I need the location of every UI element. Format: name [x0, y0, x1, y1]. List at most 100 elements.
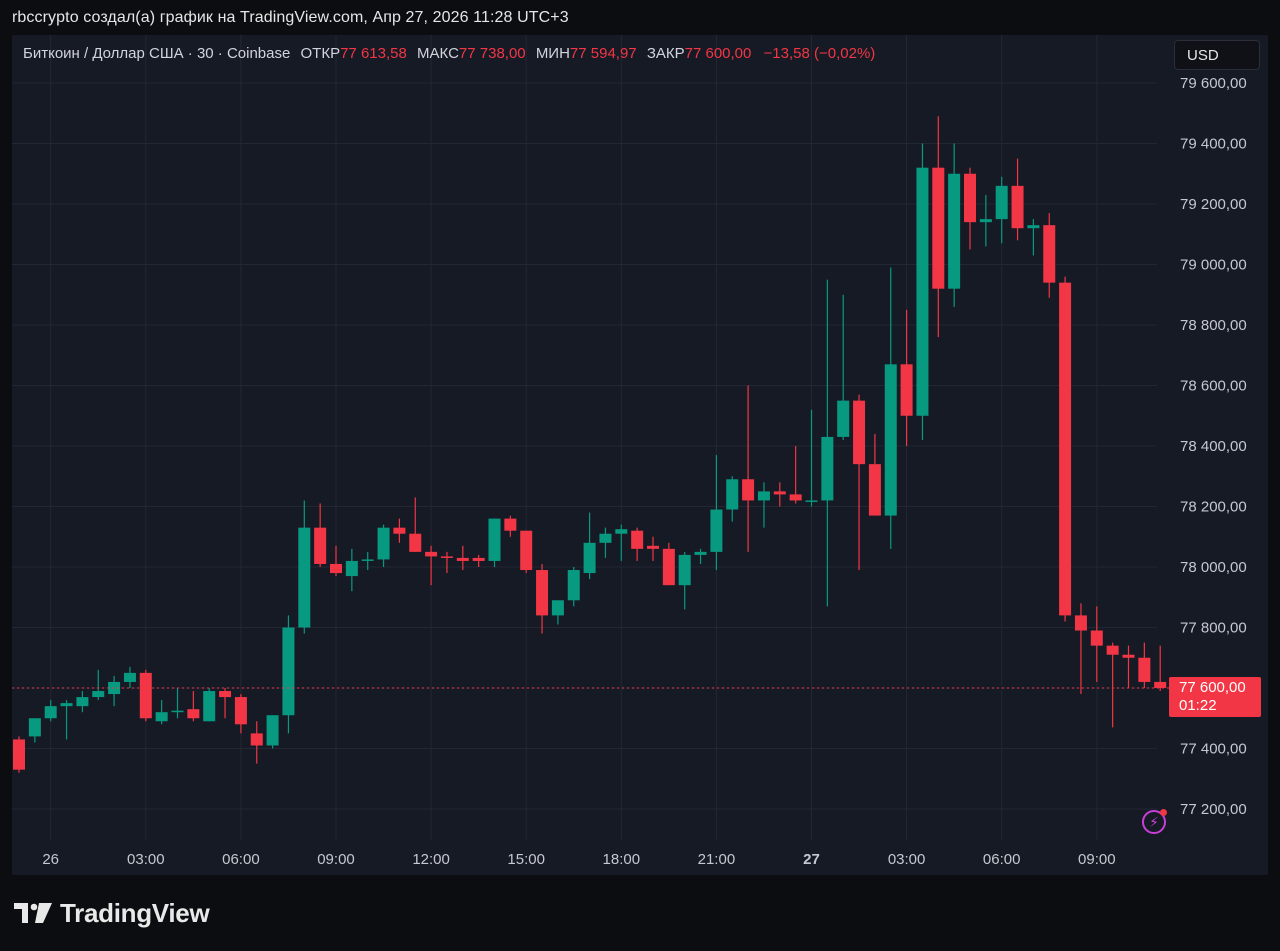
- candle-body: [742, 479, 755, 501]
- candle-body: [694, 551, 707, 555]
- x-tick-label: 06:00: [983, 851, 1021, 868]
- x-tick-label: 03:00: [888, 851, 926, 868]
- lightning-alert-icon[interactable]: ⚡: [1142, 809, 1167, 834]
- candlestick-chart[interactable]: 77 200,00 77 400,00 77 600,00 77 800,00 78 0…: [12, 35, 1268, 875]
- chart-caption: rbccrypto создал(а) график на TradingVie…: [12, 9, 569, 26]
- candle-body: [456, 557, 469, 561]
- x-tick-label: 26: [42, 851, 59, 868]
- candle-body: [1154, 681, 1167, 688]
- candle-body: [440, 556, 453, 558]
- notification-dot: [1160, 809, 1167, 816]
- high-value: 77 738,00: [458, 45, 526, 62]
- candle-body: [773, 491, 786, 495]
- candle-body: [615, 529, 628, 534]
- ohlc-legend: Биткоин / Доллар США · 30 · Coinbase ОТК…: [23, 45, 875, 62]
- candle-body: [551, 600, 564, 616]
- candle-body: [92, 691, 105, 698]
- candle-body: [155, 712, 168, 722]
- high-label: МАКС: [417, 45, 459, 62]
- y-tick-label: 78 400,00: [1180, 438, 1247, 455]
- candle-body: [520, 530, 533, 571]
- candle-body: [234, 697, 247, 725]
- symbol-title[interactable]: Биткоин / Доллар США · 30 · Coinbase: [23, 45, 291, 62]
- bar-countdown: 01:22: [1179, 697, 1217, 714]
- x-tick-label: 09:00: [1078, 851, 1116, 868]
- candle-body: [361, 559, 374, 561]
- candle-body: [979, 219, 992, 223]
- candle-body: [1138, 657, 1151, 682]
- y-tick-label: 78 600,00: [1180, 378, 1247, 395]
- y-tick-label: 79 000,00: [1180, 257, 1247, 274]
- candle-body: [837, 400, 850, 437]
- candle-body: [932, 167, 945, 289]
- candle-body: [583, 542, 596, 574]
- candle-body: [757, 491, 770, 501]
- candle-body: [266, 715, 279, 746]
- candle-body: [1043, 225, 1056, 283]
- candle-body: [60, 703, 73, 707]
- candle-body: [13, 739, 25, 770]
- last-price-value: 77 600,00: [1179, 679, 1246, 696]
- candle-body: [330, 563, 342, 574]
- candle-body: [853, 400, 866, 465]
- x-tick-label: 15:00: [507, 851, 545, 868]
- y-tick-label: 77 200,00: [1180, 801, 1247, 818]
- currency-button[interactable]: USD: [1174, 40, 1260, 70]
- candle-body: [964, 173, 976, 223]
- candle-body: [171, 710, 184, 713]
- x-tick-label: 09:00: [317, 851, 355, 868]
- candle-body: [884, 364, 897, 516]
- candle-body: [108, 681, 121, 695]
- candle-body: [1090, 630, 1103, 646]
- candle-body: [1122, 654, 1135, 658]
- candle-body: [409, 533, 422, 552]
- candle-body: [76, 697, 89, 707]
- chart-area[interactable]: 77 200,00 77 400,00 77 600,00 77 800,00 78 0…: [12, 35, 1268, 875]
- tradingview-logo-icon: [14, 903, 52, 923]
- candle-body: [662, 548, 675, 586]
- y-tick-label: 77 400,00: [1180, 741, 1247, 758]
- candle-body: [567, 570, 580, 601]
- x-tick-label: 18:00: [603, 851, 641, 868]
- candle-body: [298, 527, 311, 628]
- candle-body: [472, 557, 485, 561]
- y-tick-label: 79 400,00: [1180, 136, 1247, 153]
- tradingview-brand[interactable]: TradingView: [14, 896, 210, 930]
- low-label: МИН: [535, 45, 570, 62]
- x-tick-label: 27: [803, 851, 820, 868]
- candle-body: [425, 551, 438, 557]
- candle-body: [948, 173, 961, 289]
- candle-body: [868, 464, 881, 516]
- candle-body: [678, 554, 691, 586]
- candle-body: [631, 530, 644, 549]
- candle-body: [139, 672, 152, 719]
- candle-body: [28, 718, 41, 737]
- candle-body: [488, 518, 501, 561]
- candle-body: [1027, 225, 1040, 229]
- open-label: ОТКР: [300, 45, 341, 62]
- y-tick-label: 79 200,00: [1180, 196, 1247, 213]
- candle-body: [821, 436, 834, 501]
- candle-body: [219, 691, 232, 698]
- candle-body: [805, 500, 818, 502]
- candle-body: [599, 533, 612, 543]
- candle-body: [377, 527, 390, 560]
- candle-body: [250, 733, 263, 746]
- open-value: 77 613,58: [340, 45, 407, 62]
- close-value: 77 600,00: [684, 45, 752, 62]
- candle-body: [1011, 185, 1024, 229]
- candle-body: [916, 167, 929, 416]
- change-value: −13,58 (−0,02%): [763, 45, 876, 62]
- y-tick-label: 79 600,00: [1180, 75, 1247, 92]
- candle-body: [314, 527, 327, 564]
- candle-body: [203, 691, 216, 722]
- x-tick-label: 06:00: [222, 851, 260, 868]
- candle-body: [536, 570, 549, 616]
- candle-body: [726, 479, 739, 510]
- candle-body: [345, 560, 358, 577]
- y-tick-label: 78 800,00: [1180, 317, 1247, 334]
- y-tick-label: 78 000,00: [1180, 559, 1247, 576]
- candle-body: [123, 672, 136, 682]
- candle-body: [393, 527, 406, 534]
- candle-body: [789, 494, 802, 501]
